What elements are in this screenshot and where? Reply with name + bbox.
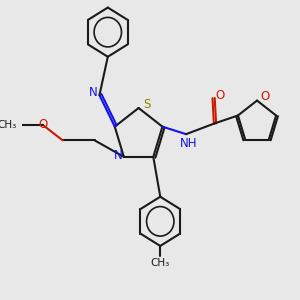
Text: O: O <box>38 118 47 131</box>
Text: S: S <box>143 98 151 112</box>
Text: N: N <box>114 149 123 162</box>
Text: CH₃: CH₃ <box>151 258 170 268</box>
Text: O: O <box>260 90 269 103</box>
Text: O: O <box>216 89 225 102</box>
Text: CH₃: CH₃ <box>0 120 17 130</box>
Text: NH: NH <box>179 137 197 150</box>
Text: N: N <box>89 86 98 99</box>
